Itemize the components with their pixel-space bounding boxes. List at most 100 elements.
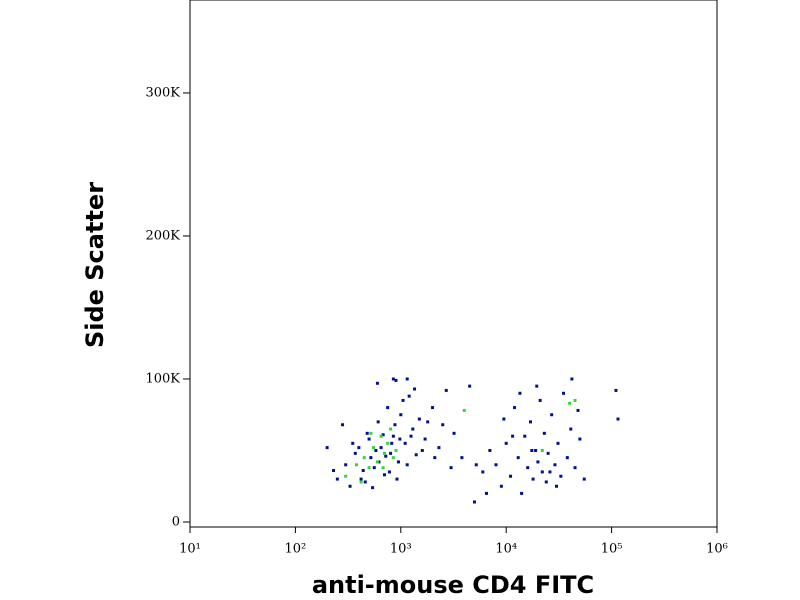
- y-tick-label: 0: [172, 514, 180, 529]
- point: [474, 463, 478, 467]
- point: [431, 406, 435, 410]
- point: [391, 456, 395, 460]
- point: [344, 474, 348, 478]
- point: [407, 394, 411, 398]
- point: [389, 451, 393, 455]
- point: [426, 420, 430, 424]
- y-tick-label: 200K: [145, 228, 180, 243]
- point: [371, 446, 375, 450]
- point: [381, 466, 385, 470]
- point: [365, 431, 369, 435]
- point: [460, 456, 464, 460]
- point: [513, 406, 517, 410]
- point: [375, 381, 379, 385]
- point: [335, 477, 339, 481]
- point: [367, 437, 371, 441]
- x-tick-label: 10⁵: [601, 542, 623, 557]
- point: [357, 446, 361, 450]
- point: [367, 466, 371, 470]
- point: [540, 470, 544, 474]
- point: [405, 463, 409, 467]
- point: [481, 470, 485, 474]
- point: [499, 484, 503, 488]
- point: [394, 378, 398, 382]
- point: [417, 417, 421, 421]
- point: [420, 448, 424, 452]
- point: [341, 423, 345, 427]
- point: [384, 454, 388, 458]
- point: [387, 470, 391, 474]
- point: [390, 441, 394, 445]
- point: [570, 377, 574, 381]
- point: [449, 466, 453, 470]
- point: [546, 451, 550, 455]
- point: [494, 463, 498, 467]
- point: [394, 448, 398, 452]
- point: [536, 460, 540, 464]
- point: [573, 398, 577, 402]
- point: [573, 466, 577, 470]
- point: [361, 469, 365, 473]
- point: [355, 463, 359, 467]
- point: [401, 398, 405, 402]
- point: [414, 453, 418, 457]
- y-axis-title: Side Scatter: [81, 182, 109, 348]
- point: [576, 408, 580, 412]
- point: [569, 427, 573, 431]
- point: [437, 446, 441, 450]
- point: [582, 477, 586, 481]
- point: [531, 477, 535, 481]
- point: [403, 441, 407, 445]
- y-tick-label: 100K: [145, 371, 180, 386]
- point: [554, 484, 558, 488]
- point: [516, 456, 520, 460]
- y-tick-label: 300K: [145, 85, 180, 100]
- point: [389, 427, 393, 431]
- point: [535, 384, 539, 388]
- point: [556, 441, 560, 445]
- point: [413, 387, 417, 391]
- point: [530, 448, 534, 452]
- point: [375, 460, 379, 464]
- point: [344, 463, 348, 467]
- point: [362, 456, 366, 460]
- x-axis-title: anti-mouse CD4 FITC: [312, 571, 594, 599]
- point: [376, 420, 380, 424]
- point: [359, 477, 363, 481]
- point: [462, 408, 466, 412]
- point: [526, 466, 530, 470]
- point: [548, 470, 552, 474]
- point: [348, 484, 352, 488]
- point: [398, 437, 402, 441]
- plot-frame: [189, 0, 718, 528]
- point: [523, 434, 527, 438]
- point: [484, 491, 488, 495]
- point: [520, 491, 524, 495]
- point: [374, 448, 378, 452]
- point: [332, 469, 336, 473]
- x-tick-label: 10¹: [179, 542, 201, 557]
- x-tick-label: 10³: [390, 542, 412, 557]
- point: [468, 384, 472, 388]
- point: [540, 448, 544, 452]
- point: [502, 417, 506, 421]
- point: [396, 460, 400, 464]
- point: [325, 446, 329, 450]
- x-tick-label: 10²: [285, 542, 307, 557]
- point: [377, 460, 381, 464]
- point: [616, 417, 620, 421]
- point: [550, 413, 554, 417]
- point: [393, 423, 397, 427]
- point: [395, 477, 399, 481]
- x-tick-label: 10⁶: [706, 542, 728, 557]
- point: [382, 451, 386, 455]
- point: [351, 441, 355, 445]
- point: [528, 420, 532, 424]
- point: [391, 434, 395, 438]
- point: [565, 456, 569, 460]
- point: [371, 486, 375, 490]
- point: [372, 466, 376, 470]
- point: [382, 473, 386, 477]
- point: [452, 431, 456, 435]
- point: [433, 456, 437, 460]
